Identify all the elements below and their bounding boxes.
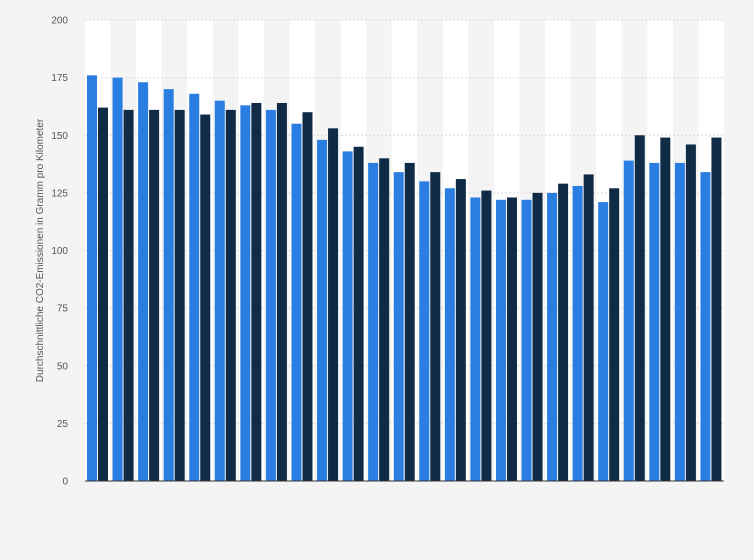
- bar-series-1-14[interactable]: [419, 181, 430, 481]
- bar-series-2-25[interactable]: [711, 137, 722, 481]
- y-tick-label: 0: [62, 477, 68, 488]
- y-axis-title: Durchschnittliche CO2-Emissionen in Gram…: [35, 118, 46, 382]
- bar-series-2-8[interactable]: [276, 102, 287, 481]
- bar-series-1-2[interactable]: [112, 77, 123, 481]
- bar-series-1-11[interactable]: [342, 151, 353, 481]
- y-tick-label: 200: [51, 16, 68, 27]
- y-tick-label: 25: [57, 419, 69, 430]
- bar-series-1-23[interactable]: [649, 162, 660, 481]
- bar-series-1-4[interactable]: [163, 89, 174, 482]
- bar-series-1-9[interactable]: [291, 123, 302, 481]
- bar-series-2-19[interactable]: [558, 183, 569, 481]
- bar-series-1-3[interactable]: [138, 82, 149, 482]
- bar-series-1-22[interactable]: [623, 160, 634, 482]
- bar-series-1-17[interactable]: [495, 199, 506, 482]
- bar-series-1-10[interactable]: [317, 139, 328, 482]
- bar-series-2-15[interactable]: [455, 179, 466, 482]
- bar-series-2-14[interactable]: [430, 172, 441, 481]
- bar-series-1-20[interactable]: [572, 185, 583, 481]
- bar-series-2-5[interactable]: [200, 114, 211, 481]
- bar-series-2-9[interactable]: [302, 112, 313, 481]
- bar-series-1-16[interactable]: [470, 197, 481, 482]
- bar-series-2-12[interactable]: [379, 158, 390, 482]
- bar-series-2-16[interactable]: [481, 190, 492, 481]
- y-tick-label: 75: [57, 304, 69, 315]
- bar-series-1-18[interactable]: [521, 199, 532, 482]
- bar-series-2-18[interactable]: [532, 192, 543, 481]
- bar-series-2-2[interactable]: [123, 109, 134, 482]
- bar-series-2-24[interactable]: [685, 144, 696, 481]
- y-tick-label: 175: [51, 73, 68, 84]
- bar-series-2-4[interactable]: [174, 109, 185, 482]
- bar-series-2-6[interactable]: [225, 109, 236, 482]
- bar-series-2-13[interactable]: [404, 162, 415, 481]
- bar-series-1-19[interactable]: [547, 192, 558, 481]
- y-tick-label: 150: [51, 131, 68, 142]
- bar-series-2-1[interactable]: [98, 107, 108, 481]
- bars: [87, 75, 722, 482]
- bar-series-1-24[interactable]: [674, 162, 685, 481]
- bar-series-2-20[interactable]: [583, 174, 594, 481]
- bar-series-1-15[interactable]: [444, 188, 455, 481]
- bar-series-2-11[interactable]: [353, 146, 364, 481]
- bar-series-1-1[interactable]: [87, 75, 97, 481]
- y-tick-label: 100: [51, 246, 68, 257]
- bar-series-2-21[interactable]: [609, 188, 620, 481]
- y-tick-label: 125: [51, 188, 68, 199]
- bar-series-1-25[interactable]: [700, 172, 711, 481]
- bar-series-2-23[interactable]: [660, 137, 671, 481]
- bar-series-2-7[interactable]: [251, 102, 262, 481]
- bar-series-1-5[interactable]: [189, 93, 200, 481]
- bar-series-1-21[interactable]: [598, 202, 609, 481]
- bar-series-2-3[interactable]: [149, 109, 160, 482]
- bar-series-1-8[interactable]: [265, 109, 276, 482]
- bar-series-2-17[interactable]: [506, 197, 517, 482]
- bar-series-2-10[interactable]: [328, 128, 339, 481]
- y-tick-label: 50: [57, 361, 69, 372]
- bar-series-1-6[interactable]: [214, 100, 225, 482]
- y-axis-ticks: 0 25 50 75 100 125 150 175 200: [51, 16, 68, 488]
- bar-series-1-12[interactable]: [368, 162, 379, 481]
- bar-series-2-22[interactable]: [634, 135, 645, 481]
- bar-series-1-13[interactable]: [393, 172, 404, 481]
- bar-series-1-7[interactable]: [240, 105, 251, 481]
